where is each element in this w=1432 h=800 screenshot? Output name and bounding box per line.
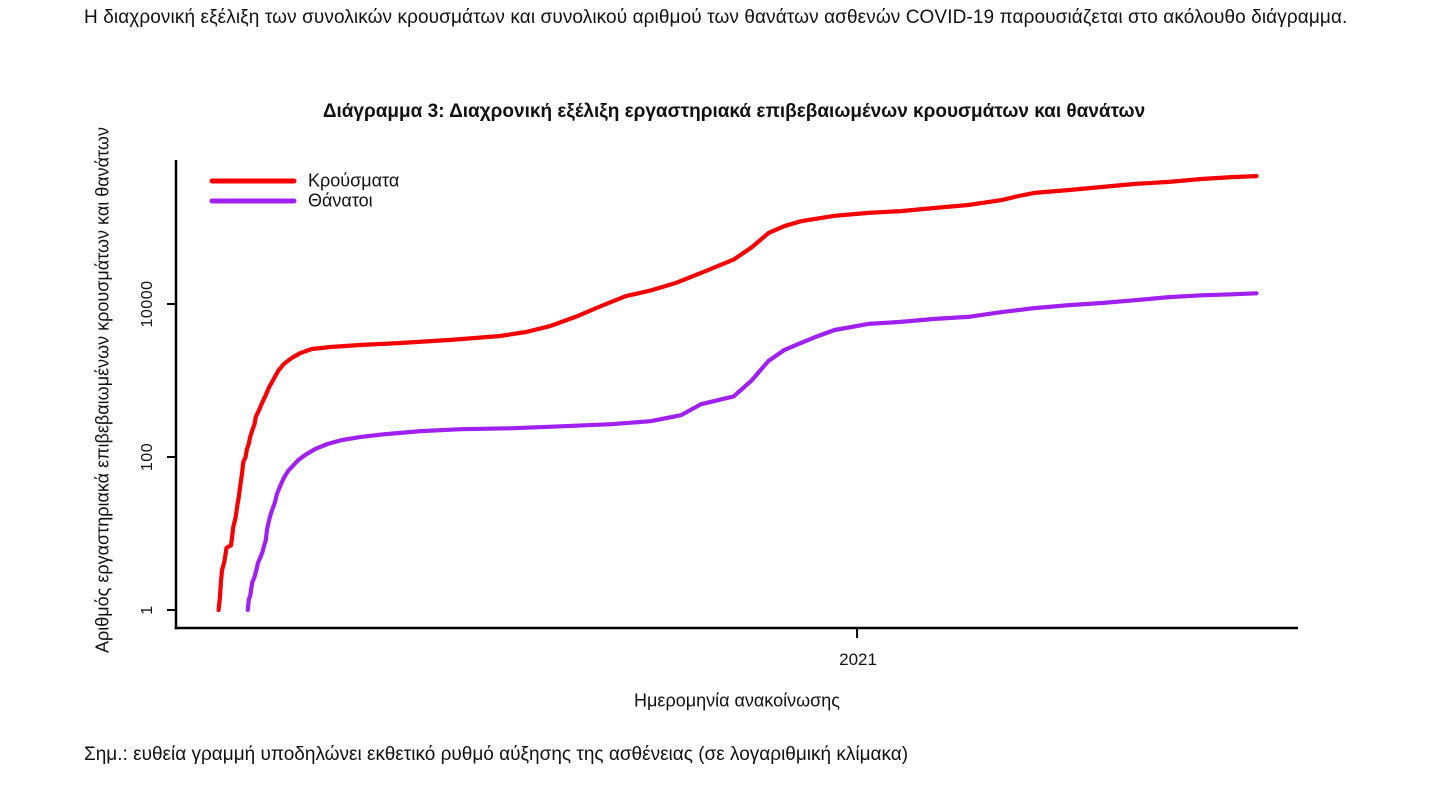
y-tick-label: 100 <box>139 442 156 472</box>
x-tick-label: 2021 <box>839 650 877 669</box>
y-axis-title: Αριθμός εργαστηριακά επιβεβαιωμένων κρου… <box>92 127 113 653</box>
cases-line <box>216 174 1259 613</box>
footnote: Σημ.: ευθεία γραμμή υποδηλώνει εκθετικό … <box>84 744 909 765</box>
intro-paragraph: Η διαχρονική εξέλιξη των συνολικών κρουσ… <box>84 7 1348 28</box>
legend-label-deaths: Θάνατοι <box>308 190 373 211</box>
legend-label-cases: Κρούσματα <box>308 170 400 191</box>
y-tick-label: 1 <box>139 605 156 615</box>
chart-title: Διάγραμμα 3: Διαχρονική εξέλιξη εργαστηρ… <box>322 101 1146 122</box>
x-axis-title: Ημερομηνία ανακοίνωσης <box>634 690 840 711</box>
y-tick-label: 10000 <box>139 280 156 328</box>
axis-tick-marks <box>167 303 859 638</box>
deaths-line <box>245 291 1259 613</box>
